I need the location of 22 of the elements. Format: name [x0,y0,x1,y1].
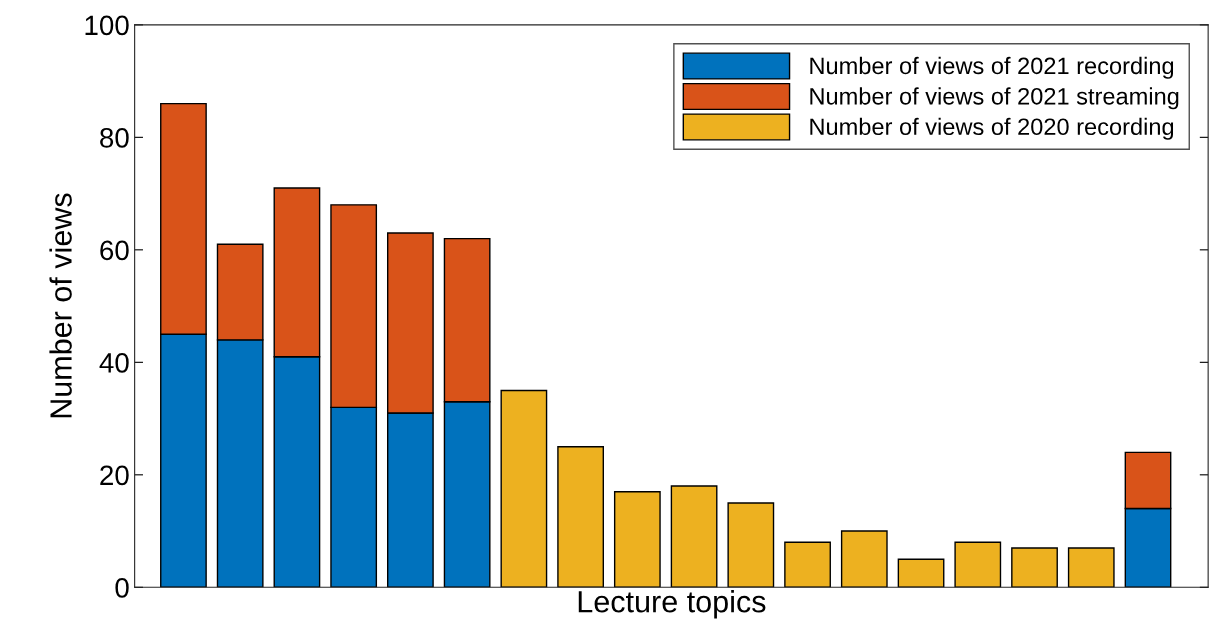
bar [784,541,831,588]
legend-label: Number of views of 2020 recording [810,117,1174,140]
bar [1011,547,1058,588]
y-tick-label: 40 [99,352,129,373]
bar [500,389,548,588]
bar [1067,547,1115,588]
y-tick-label: 0 [115,577,129,598]
bar [897,558,945,588]
bar [613,490,661,588]
y-tick-label: 100 [85,15,129,36]
x-axis-title: Lecture topics [578,590,766,619]
bar [840,530,888,588]
legend-label: Number of views of 2021 streaming [810,87,1179,110]
y-axis-title: Number of views [49,193,72,418]
y-tick-label: 80 [100,128,129,148]
bar [954,541,1002,588]
bar [557,446,605,588]
bar [670,485,718,588]
y-tick-label: 60 [100,240,129,261]
legend-label: Number of views of 2021 recording [810,56,1174,79]
bar [727,502,775,588]
y-tick-label: 20 [100,465,129,486]
